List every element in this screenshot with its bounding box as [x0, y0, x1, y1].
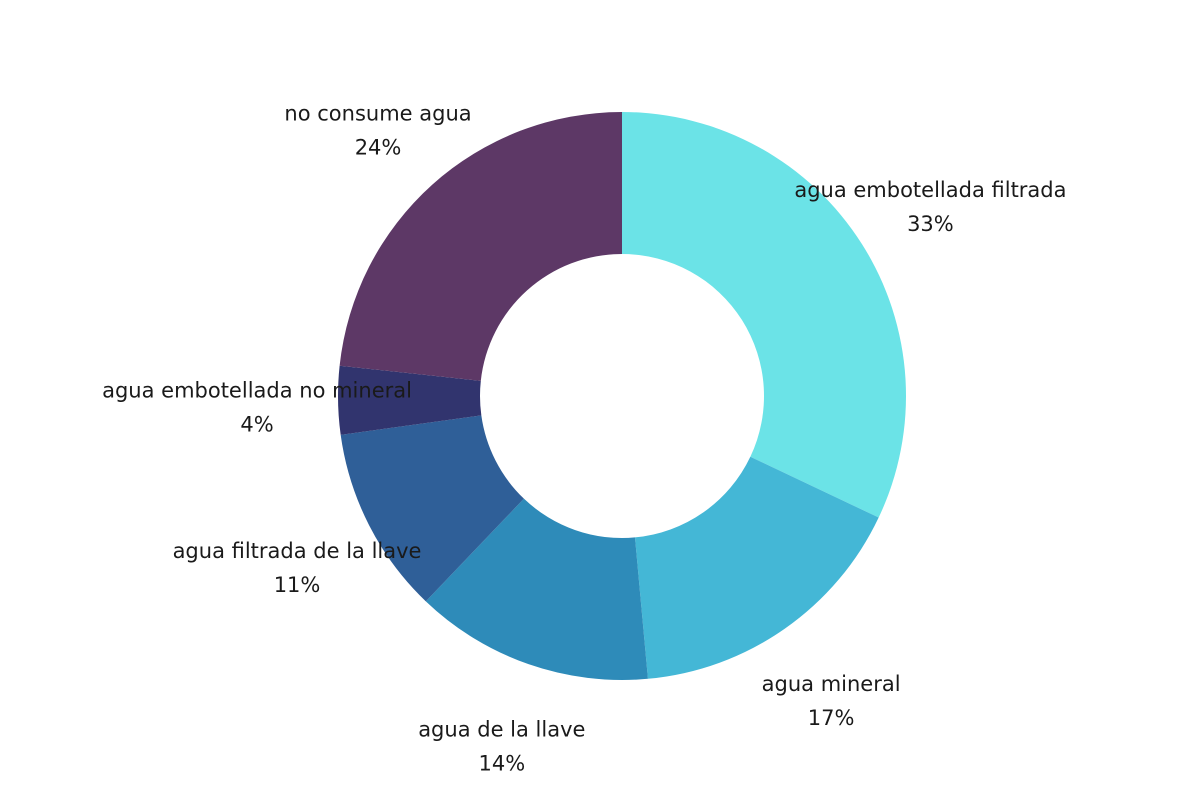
percentage-label: 24% — [355, 136, 402, 160]
slice-agua-filtrada-de-la-llave — [340, 415, 524, 602]
slice-no-consume-agua — [339, 112, 622, 381]
category-label: agua filtrada de la llave — [173, 539, 422, 563]
category-label: agua mineral — [762, 672, 901, 696]
percentage-label: 33% — [907, 212, 954, 236]
percentage-label: 4% — [240, 413, 273, 437]
percentage-label: 11% — [274, 573, 321, 597]
category-label: agua de la llave — [418, 718, 585, 742]
slice-agua-embotellada-no-mineral — [338, 365, 482, 435]
slice-agua-mineral — [634, 456, 879, 679]
slice-agua-de-la-llave — [425, 498, 648, 680]
percentage-label: 17% — [808, 706, 855, 730]
category-label: agua embotellada no mineral — [102, 379, 412, 403]
slice-label-no-consume-agua: no consume agua 24% — [284, 102, 471, 160]
slice-label-agua-filtrada-de-la-llave: agua filtrada de la llave 11% — [173, 539, 422, 597]
slice-label-agua-mineral: agua mineral 17% — [762, 672, 901, 730]
category-label: agua embotellada filtrada — [794, 178, 1066, 202]
donut-slices — [338, 112, 906, 680]
percentage-label: 14% — [478, 752, 525, 776]
slice-label-agua-de-la-llave: agua de la llave 14% — [418, 718, 585, 776]
slice-labels: agua embotellada filtrada 33% agua mineral… — [102, 102, 1066, 776]
slice-agua-embotellada-filtrada — [622, 112, 906, 518]
slice-label-agua-embotellada-filtrada: agua embotellada filtrada 33% — [794, 178, 1066, 236]
category-label: no consume agua — [284, 102, 471, 126]
slice-label-agua-embotellada-no-mineral: agua embotellada no mineral 4% — [102, 379, 412, 437]
